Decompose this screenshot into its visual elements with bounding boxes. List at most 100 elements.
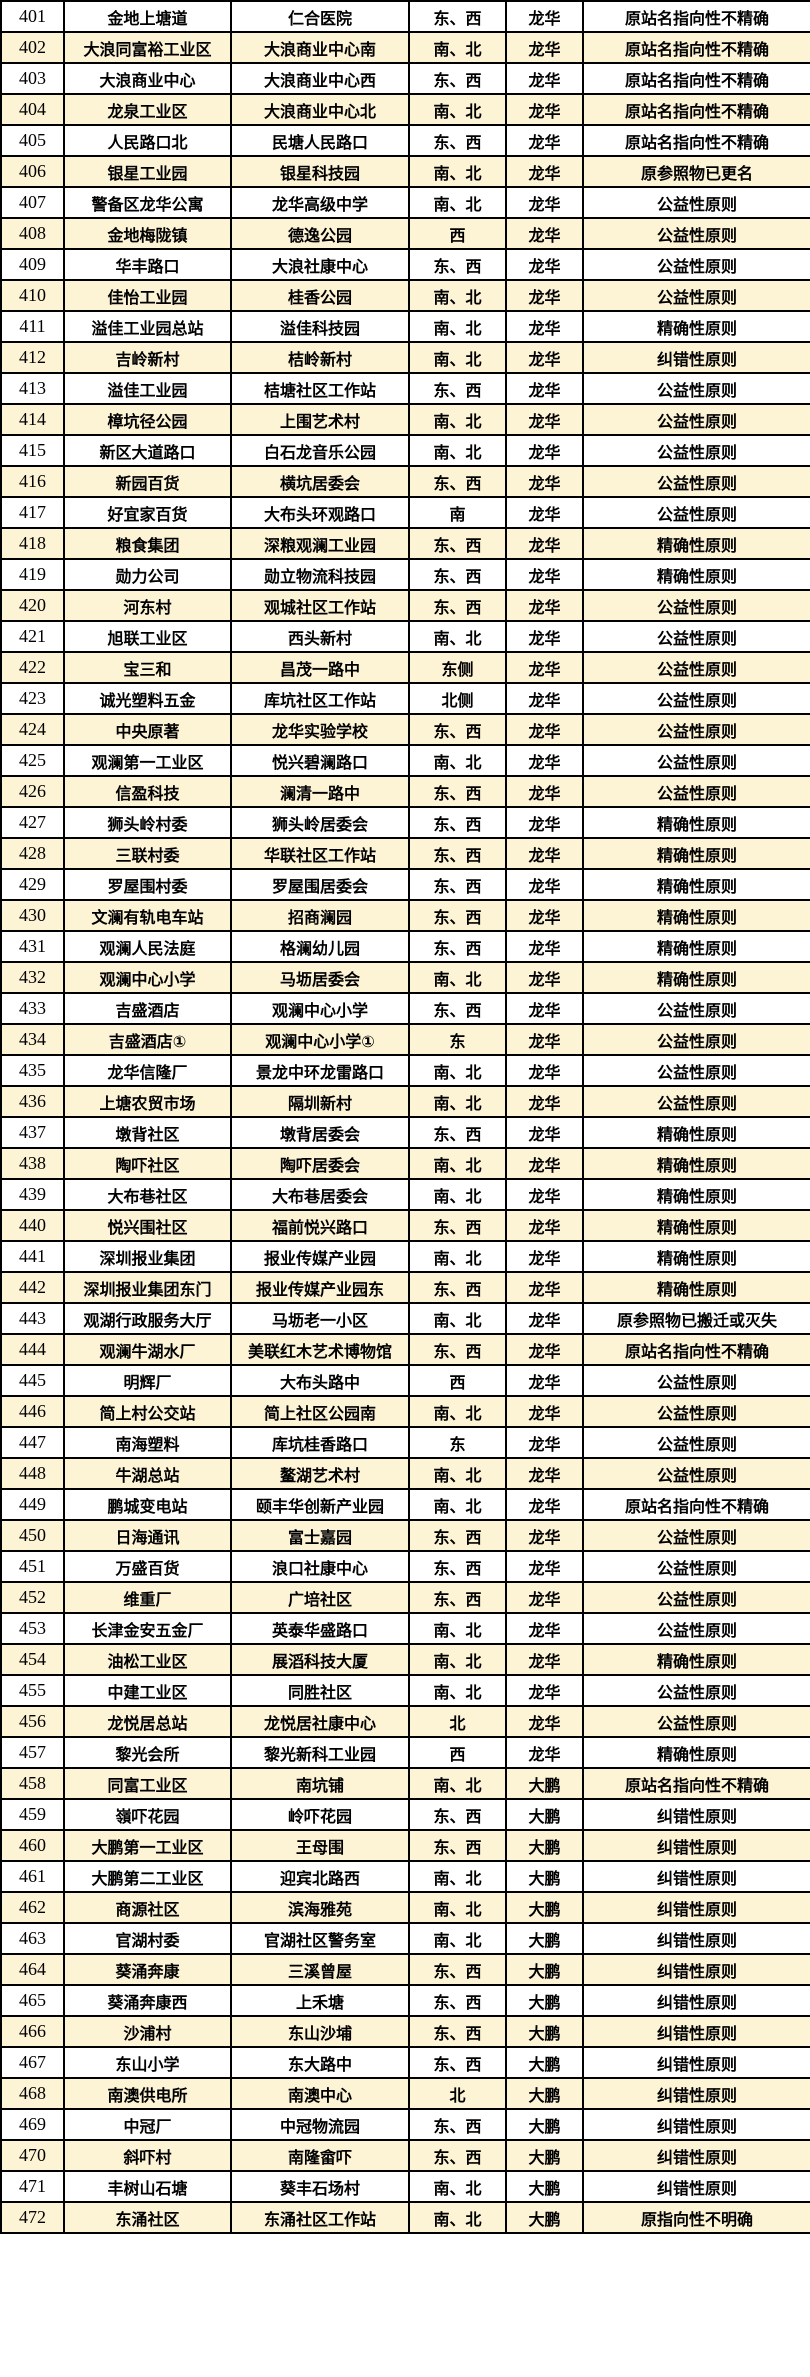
new-station-name-cell: 桔塘社区工作站: [230, 372, 410, 405]
new-station-name-cell: 迎宾北路西: [230, 1860, 410, 1893]
new-station-name-cell: 银星科技园: [230, 155, 410, 188]
district-cell: 龙华: [505, 1581, 584, 1614]
direction-cell: 南、北: [408, 1085, 507, 1118]
table-row: 429 罗屋围村委 罗屋围居委会 东、西 龙华 精确性原则: [0, 868, 810, 901]
direction-cell: 东、西: [408, 2139, 507, 2172]
new-station-name-cell: 东山沙埔: [230, 2015, 410, 2048]
new-station-name-cell: 东涌社区工作站: [230, 2201, 410, 2234]
table-row: 401 金地上塘道 仁合医院 东、西 龙华 原站名指向性不精确: [0, 0, 810, 33]
reason-cell: 精确性原则: [582, 1271, 810, 1304]
reason-cell: 公益性原则: [582, 465, 810, 498]
row-number-cell: 408: [0, 217, 65, 250]
row-number-cell: 422: [0, 651, 65, 684]
row-number-cell: 466: [0, 2015, 65, 2048]
row-number-cell: 415: [0, 434, 65, 467]
direction-cell: 南、北: [408, 1457, 507, 1490]
new-station-name-cell: 葵丰石场村: [230, 2170, 410, 2203]
table-row: 422 宝三和 昌茂一路中 东侧 龙华 公益性原则: [0, 651, 810, 684]
row-number-cell: 413: [0, 372, 65, 405]
original-station-name-cell: 华丰路口: [63, 248, 232, 281]
district-cell: 龙华: [505, 155, 584, 188]
new-station-name-cell: 库坑桂香路口: [230, 1426, 410, 1459]
row-number-cell: 424: [0, 713, 65, 746]
reason-cell: 纠错性原则: [582, 1860, 810, 1893]
table-row: 432 观澜中心小学 马坜居委会 南、北 龙华 精确性原则: [0, 961, 810, 994]
direction-cell: 南、北: [408, 341, 507, 374]
reason-cell: 精确性原则: [582, 930, 810, 963]
table-row: 440 悦兴围社区 福前悦兴路口 东、西 龙华 精确性原则: [0, 1209, 810, 1242]
reason-cell: 纠错性原则: [582, 1922, 810, 1955]
table-row: 466 沙浦村 东山沙埔 东、西 大鹏 纠错性原则: [0, 2015, 810, 2048]
original-station-name-cell: 溢佳工业园总站: [63, 310, 232, 343]
row-number-cell: 444: [0, 1333, 65, 1366]
table-row: 437 墩背社区 墩背居委会 东、西 龙华 精确性原则: [0, 1116, 810, 1149]
table-row: 403 大浪商业中心 大浪商业中心西 东、西 龙华 原站名指向性不精确: [0, 62, 810, 95]
district-cell: 龙华: [505, 775, 584, 808]
original-station-name-cell: 嶺吓花园: [63, 1798, 232, 1831]
reason-cell: 原站名指向性不精确: [582, 1767, 810, 1800]
district-cell: 龙华: [505, 1364, 584, 1397]
table-row: 462 商源社区 滨海雅苑 南、北 大鹏 纠错性原则: [0, 1891, 810, 1924]
row-number-cell: 439: [0, 1178, 65, 1211]
row-number-cell: 463: [0, 1922, 65, 1955]
original-station-name-cell: 罗屋围村委: [63, 868, 232, 901]
direction-cell: 南、北: [408, 1643, 507, 1676]
new-station-name-cell: 民塘人民路口: [230, 124, 410, 157]
district-cell: 龙华: [505, 1612, 584, 1645]
reason-cell: 公益性原则: [582, 775, 810, 808]
row-number-cell: 405: [0, 124, 65, 157]
new-station-name-cell: 岭吓花园: [230, 1798, 410, 1831]
row-number-cell: 403: [0, 62, 65, 95]
new-station-name-cell: 横坑居委会: [230, 465, 410, 498]
original-station-name-cell: 龙悦居总站: [63, 1705, 232, 1738]
table-row: 455 中建工业区 同胜社区 南、北 龙华 公益性原则: [0, 1674, 810, 1707]
table-row: 448 牛湖总站 鳌湖艺术村 南、北 龙华 公益性原则: [0, 1457, 810, 1490]
reason-cell: 公益性原则: [582, 744, 810, 777]
table-row: 435 龙华信隆厂 景龙中环龙雷路口 南、北 龙华 公益性原则: [0, 1054, 810, 1087]
table-row: 419 勋力公司 勋立物流科技园 东、西 龙华 精确性原则: [0, 558, 810, 591]
table-row: 442 深圳报业集团东门 报业传媒产业园东 东、西 龙华 精确性原则: [0, 1271, 810, 1304]
new-station-name-cell: 大布头环观路口: [230, 496, 410, 529]
new-station-name-cell: 澜清一路中: [230, 775, 410, 808]
reason-cell: 公益性原则: [582, 1023, 810, 1056]
reason-cell: 公益性原则: [582, 496, 810, 529]
row-number-cell: 414: [0, 403, 65, 436]
table-row: 421 旭联工业区 西头新村 南、北 龙华 公益性原则: [0, 620, 810, 653]
new-station-name-cell: 中冠物流园: [230, 2108, 410, 2141]
table-row: 412 吉岭新村 桔岭新村 南、北 龙华 纠错性原则: [0, 341, 810, 374]
reason-cell: 原参照物已搬迁或灭失: [582, 1302, 810, 1335]
direction-cell: 东、西: [408, 775, 507, 808]
original-station-name-cell: 吉盛酒店①: [63, 1023, 232, 1056]
direction-cell: 南、北: [408, 31, 507, 64]
district-cell: 龙华: [505, 1116, 584, 1149]
original-station-name-cell: 中央原著: [63, 713, 232, 746]
district-cell: 龙华: [505, 589, 584, 622]
district-cell: 龙华: [505, 1147, 584, 1180]
new-station-name-cell: 报业传媒产业园: [230, 1240, 410, 1273]
new-station-name-cell: 富士嘉园: [230, 1519, 410, 1552]
original-station-name-cell: 沙浦村: [63, 2015, 232, 2048]
reason-cell: 公益性原则: [582, 1705, 810, 1738]
row-number-cell: 406: [0, 155, 65, 188]
original-station-name-cell: 中冠厂: [63, 2108, 232, 2141]
original-station-name-cell: 上塘农贸市场: [63, 1085, 232, 1118]
row-number-cell: 471: [0, 2170, 65, 2203]
new-station-name-cell: 观城社区工作站: [230, 589, 410, 622]
direction-cell: 南、北: [408, 1240, 507, 1273]
district-cell: 大鹏: [505, 2046, 584, 2079]
direction-cell: 东、西: [408, 62, 507, 95]
new-station-name-cell: 马坜老一小区: [230, 1302, 410, 1335]
table-row: 459 嶺吓花园 岭吓花园 东、西 大鹏 纠错性原则: [0, 1798, 810, 1831]
direction-cell: 南、北: [408, 310, 507, 343]
district-cell: 龙华: [505, 1395, 584, 1428]
new-station-name-cell: 仁合医院: [230, 0, 410, 33]
new-station-name-cell: 观澜中心小学: [230, 992, 410, 1025]
table-row: 465 葵涌奔康西 上禾塘 东、西 大鹏 纠错性原则: [0, 1984, 810, 2017]
new-station-name-cell: 勋立物流科技园: [230, 558, 410, 591]
original-station-name-cell: 东山小学: [63, 2046, 232, 2079]
row-number-cell: 472: [0, 2201, 65, 2234]
reason-cell: 公益性原则: [582, 713, 810, 746]
reason-cell: 纠错性原则: [582, 1829, 810, 1862]
reason-cell: 纠错性原则: [582, 1798, 810, 1831]
new-station-name-cell: 大浪社康中心: [230, 248, 410, 281]
